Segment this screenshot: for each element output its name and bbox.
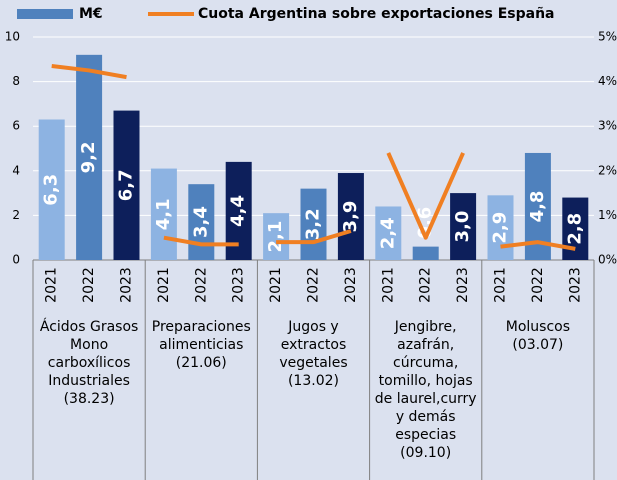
x-tick-label: 2021 [380, 267, 396, 303]
bar [76, 54, 103, 261]
x-tick-label: 2022 [81, 267, 97, 303]
data-label: 3,4 [190, 206, 211, 238]
data-label: 3,9 [340, 201, 361, 233]
bar [38, 119, 65, 260]
legend-swatch [17, 9, 73, 19]
data-label: 9,2 [78, 141, 99, 173]
x-tick-label: 2021 [493, 267, 509, 303]
x-tick-label: 2021 [156, 267, 172, 303]
bar [337, 173, 364, 260]
bar [188, 184, 215, 260]
data-label: 2,9 [490, 212, 511, 244]
data-label: 6,7 [116, 169, 137, 201]
y-tick-label: 8 [12, 74, 20, 88]
data-label: 3,2 [303, 208, 324, 240]
group-label: Moluscos (03.07) [505, 319, 571, 353]
line-series [163, 235, 239, 247]
y-tick-label: 4 [12, 163, 20, 177]
x-tick-label: 2022 [530, 267, 546, 303]
x-tick-label: 2023 [119, 267, 135, 303]
group-label: Preparaciones alimenticias (21.06) [151, 319, 251, 371]
bar [487, 195, 514, 260]
data-label: 2,4 [377, 217, 398, 249]
bar [450, 193, 477, 260]
data-label: 2,8 [564, 213, 585, 245]
y2-tick-label: 5% [598, 30, 617, 44]
y-tick-label: 6 [12, 119, 20, 133]
y-tick-label: 0 [12, 253, 20, 267]
data-label: 4,4 [228, 195, 249, 227]
data-label: 4,1 [153, 198, 174, 230]
line-series [276, 229, 352, 245]
line-series [386, 152, 465, 240]
bar [263, 213, 290, 260]
data-label: 2,1 [265, 221, 286, 253]
y2-tick-label: 3% [598, 119, 617, 133]
y2-tick-label: 1% [598, 208, 617, 222]
data-label: 6,3 [41, 174, 62, 206]
data-label: 4,8 [527, 191, 548, 223]
x-tick-label: 2022 [418, 267, 434, 303]
x-tick-label: 2023 [567, 267, 583, 303]
legend-label: M€ [79, 6, 103, 22]
y2-tick-label: 2% [598, 163, 617, 177]
x-tick-label: 2023 [231, 267, 247, 303]
y-tick-label: 2 [12, 208, 20, 222]
y2-tick-label: 0% [598, 253, 617, 267]
group-label: Jengibre, azafrán, cúrcuma, tomillo, hoj… [374, 319, 477, 461]
group-label: Ácidos Grasos Mono carboxílicos Industri… [39, 319, 139, 407]
x-tick-label: 2021 [44, 267, 60, 303]
line-series [51, 64, 127, 80]
group-label: Jugos y extractos vegetales (13.02) [279, 319, 348, 389]
y2-tick-label: 4% [598, 74, 617, 88]
data-label: 3,0 [452, 211, 473, 243]
x-tick-label: 2022 [306, 267, 322, 303]
bar [150, 168, 177, 260]
bar [300, 188, 327, 260]
x-tick-label: 2022 [193, 267, 209, 303]
x-tick-label: 2021 [268, 267, 284, 303]
bar [562, 197, 589, 260]
bar [113, 110, 140, 260]
x-tick-label: 2023 [455, 267, 471, 303]
y-tick-label: 10 [5, 30, 20, 44]
bar [375, 206, 402, 260]
bar [412, 246, 439, 260]
legend-label: Cuota Argentina sobre exportaciones Espa… [198, 6, 555, 22]
x-tick-label: 2023 [343, 267, 359, 303]
line-series [500, 240, 576, 251]
